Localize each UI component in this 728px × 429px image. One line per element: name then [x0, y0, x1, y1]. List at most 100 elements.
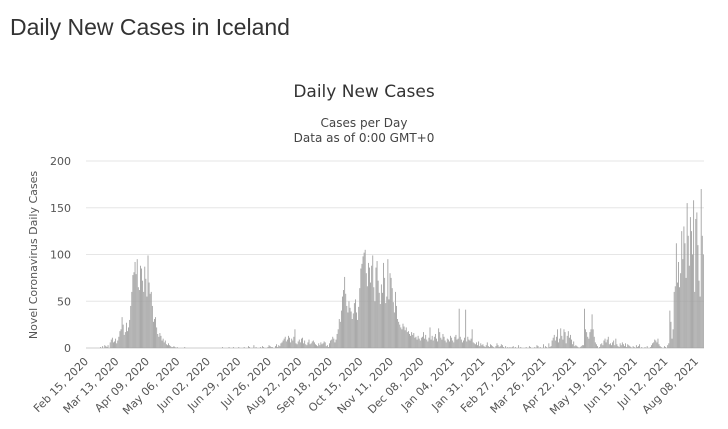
bar — [159, 333, 161, 348]
bar — [566, 335, 568, 348]
bar — [364, 249, 366, 348]
bar — [571, 339, 572, 348]
bar — [445, 342, 447, 348]
bar — [495, 346, 497, 348]
bar — [386, 296, 388, 348]
bar — [374, 301, 376, 348]
bar — [549, 347, 551, 348]
bar — [346, 305, 348, 348]
bar — [132, 275, 134, 348]
bar — [411, 332, 413, 348]
bar — [588, 338, 590, 348]
bar — [479, 346, 481, 348]
bar — [141, 268, 142, 348]
bar — [672, 329, 674, 348]
bar — [315, 344, 316, 348]
bar — [286, 339, 288, 348]
bar — [124, 332, 126, 348]
bar — [446, 338, 448, 348]
bar — [545, 346, 547, 348]
bar — [130, 305, 132, 348]
bar — [602, 345, 604, 348]
bar — [619, 343, 621, 348]
bar — [512, 346, 514, 348]
bar — [654, 339, 656, 348]
bar — [436, 338, 437, 348]
bar — [576, 346, 578, 348]
bar — [168, 343, 169, 348]
bar — [575, 345, 577, 348]
bar — [170, 346, 172, 348]
bar — [687, 235, 689, 348]
bar — [593, 336, 595, 348]
bar — [558, 342, 559, 348]
bar — [345, 293, 347, 348]
bar — [505, 346, 507, 348]
y-tick-label: 100 — [50, 249, 71, 262]
bar — [280, 343, 282, 348]
bar — [452, 340, 454, 348]
bar — [317, 346, 319, 348]
bar — [584, 308, 585, 348]
bar — [667, 345, 669, 348]
bar — [303, 343, 305, 348]
bar — [514, 347, 516, 348]
bar — [312, 340, 314, 348]
chart-data-date: Data as of 0:00 GMT+0 — [293, 131, 435, 145]
bar — [635, 345, 637, 348]
bar — [555, 336, 557, 348]
bar — [404, 330, 406, 348]
bar — [595, 344, 597, 348]
bar — [702, 254, 704, 348]
bar — [289, 337, 290, 348]
bar — [455, 334, 457, 348]
bar — [429, 327, 431, 348]
bar — [419, 340, 421, 348]
bar — [275, 346, 276, 348]
bar — [689, 217, 691, 348]
bar — [674, 286, 676, 348]
bar — [109, 342, 111, 348]
bar — [568, 337, 570, 348]
bar — [499, 346, 501, 348]
bar — [397, 319, 399, 348]
bar — [129, 319, 131, 348]
bar — [131, 291, 133, 348]
bar — [348, 301, 350, 348]
bar — [668, 343, 670, 348]
bar — [120, 329, 122, 348]
bar — [597, 346, 598, 348]
bar — [466, 341, 468, 348]
bar — [143, 291, 145, 348]
bar — [335, 339, 337, 348]
bar — [503, 347, 504, 348]
bar — [432, 340, 434, 348]
bar — [403, 326, 405, 348]
bar — [320, 342, 322, 348]
bar — [373, 287, 375, 348]
bar — [498, 347, 500, 348]
bar — [111, 337, 113, 348]
bar — [343, 290, 344, 348]
bar — [322, 343, 324, 348]
bar — [162, 338, 164, 348]
bar — [560, 328, 562, 348]
bar — [316, 345, 317, 348]
bar — [620, 345, 622, 348]
bar — [114, 341, 115, 348]
bar — [573, 341, 575, 348]
bar — [482, 344, 484, 348]
bar — [608, 344, 610, 348]
bar — [427, 341, 429, 348]
bar — [604, 338, 606, 348]
bar — [476, 342, 477, 348]
bar — [480, 343, 482, 348]
bar — [222, 347, 223, 348]
bar — [350, 311, 352, 348]
bar — [115, 338, 117, 348]
bar — [423, 332, 424, 348]
bar — [142, 280, 144, 348]
bar — [507, 347, 509, 348]
bar — [396, 305, 397, 348]
